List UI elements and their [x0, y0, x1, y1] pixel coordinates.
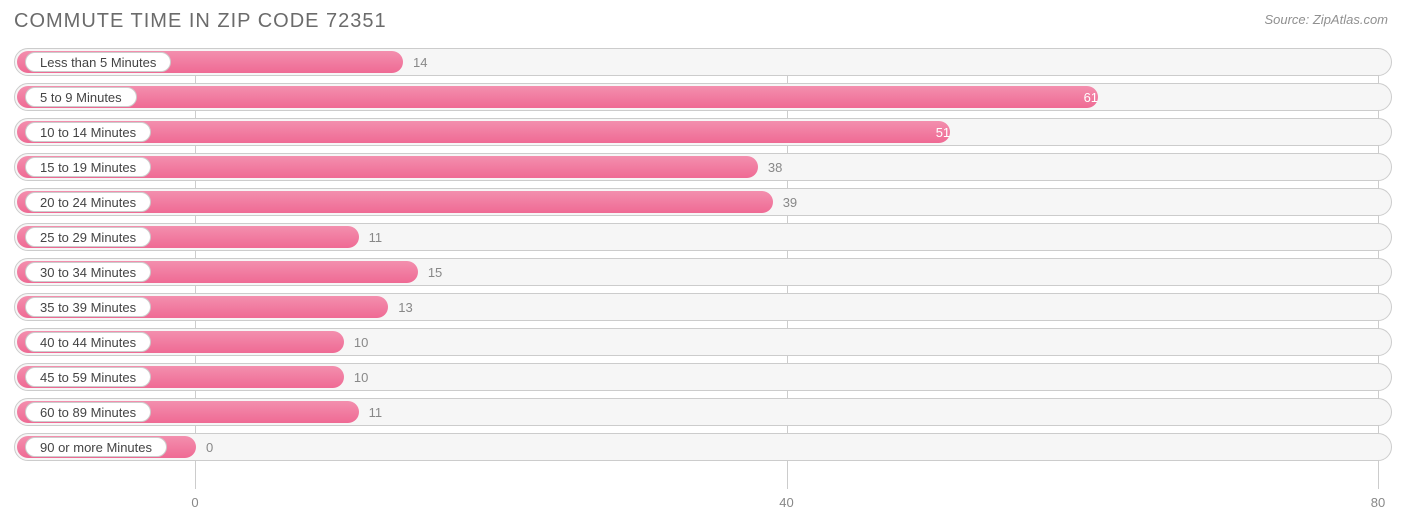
category-pill: 15 to 19 Minutes	[25, 157, 151, 177]
category-pill: 45 to 59 Minutes	[25, 367, 151, 387]
bar-value: 10	[354, 364, 368, 390]
category-pill: 5 to 9 Minutes	[25, 87, 137, 107]
bar-value: 11	[369, 399, 383, 425]
bar-value: 38	[768, 154, 782, 180]
bar-value: 61	[1084, 84, 1098, 110]
category-pill: 30 to 34 Minutes	[25, 262, 151, 282]
x-axis: 0 40 80	[14, 495, 1392, 515]
chart-source: Source: ZipAtlas.com	[1264, 12, 1388, 27]
bar-row: 20 to 24 Minutes 39	[14, 188, 1392, 216]
bar-row: 15 to 19 Minutes 38	[14, 153, 1392, 181]
category-pill: 60 to 89 Minutes	[25, 402, 151, 422]
bar-row: 10 to 14 Minutes 51	[14, 118, 1392, 146]
category-label: 60 to 89 Minutes	[40, 405, 136, 420]
bar-value: 10	[354, 329, 368, 355]
category-label: 20 to 24 Minutes	[40, 195, 136, 210]
x-tick: 40	[779, 495, 793, 510]
bar-row: 35 to 39 Minutes 13	[14, 293, 1392, 321]
bar-row: 30 to 34 Minutes 15	[14, 258, 1392, 286]
bar-row: 40 to 44 Minutes 10	[14, 328, 1392, 356]
category-pill: 25 to 29 Minutes	[25, 227, 151, 247]
category-label: 5 to 9 Minutes	[40, 90, 122, 105]
category-pill: 20 to 24 Minutes	[25, 192, 151, 212]
category-label: 40 to 44 Minutes	[40, 335, 136, 350]
category-label: 35 to 39 Minutes	[40, 300, 136, 315]
category-label: 30 to 34 Minutes	[40, 265, 136, 280]
bar-row: 5 to 9 Minutes 61	[14, 83, 1392, 111]
category-pill: 35 to 39 Minutes	[25, 297, 151, 317]
bar-value: 39	[783, 189, 797, 215]
chart-title: COMMUTE TIME IN ZIP CODE 72351	[14, 10, 387, 33]
category-pill: 90 or more Minutes	[25, 437, 167, 457]
bar	[17, 121, 950, 143]
bar-value: 15	[428, 259, 442, 285]
category-label: 90 or more Minutes	[40, 440, 152, 455]
plot-area: Less than 5 Minutes 14 5 to 9 Minutes 61 10 …	[14, 48, 1392, 489]
bar-row: 45 to 59 Minutes 10	[14, 363, 1392, 391]
chart-container: COMMUTE TIME IN ZIP CODE 72351 Source: Z…	[0, 0, 1406, 523]
bar-value: 13	[398, 294, 412, 320]
bar	[17, 86, 1098, 108]
x-tick: 80	[1371, 495, 1385, 510]
bar-value: 14	[413, 49, 427, 75]
category-pill: 10 to 14 Minutes	[25, 122, 151, 142]
category-label: 25 to 29 Minutes	[40, 230, 136, 245]
category-label: 10 to 14 Minutes	[40, 125, 136, 140]
category-label: 45 to 59 Minutes	[40, 370, 136, 385]
bar-row: 25 to 29 Minutes 11	[14, 223, 1392, 251]
category-pill: Less than 5 Minutes	[25, 52, 171, 72]
bar-value: 11	[369, 224, 383, 250]
category-pill: 40 to 44 Minutes	[25, 332, 151, 352]
bar-row: Less than 5 Minutes 14	[14, 48, 1392, 76]
bar-row: 60 to 89 Minutes 11	[14, 398, 1392, 426]
bar-row: 90 or more Minutes 0	[14, 433, 1392, 461]
category-label: 15 to 19 Minutes	[40, 160, 136, 175]
x-tick: 0	[191, 495, 198, 510]
bar-value: 51	[936, 119, 950, 145]
category-label: Less than 5 Minutes	[40, 55, 156, 70]
bar-value: 0	[206, 434, 213, 460]
